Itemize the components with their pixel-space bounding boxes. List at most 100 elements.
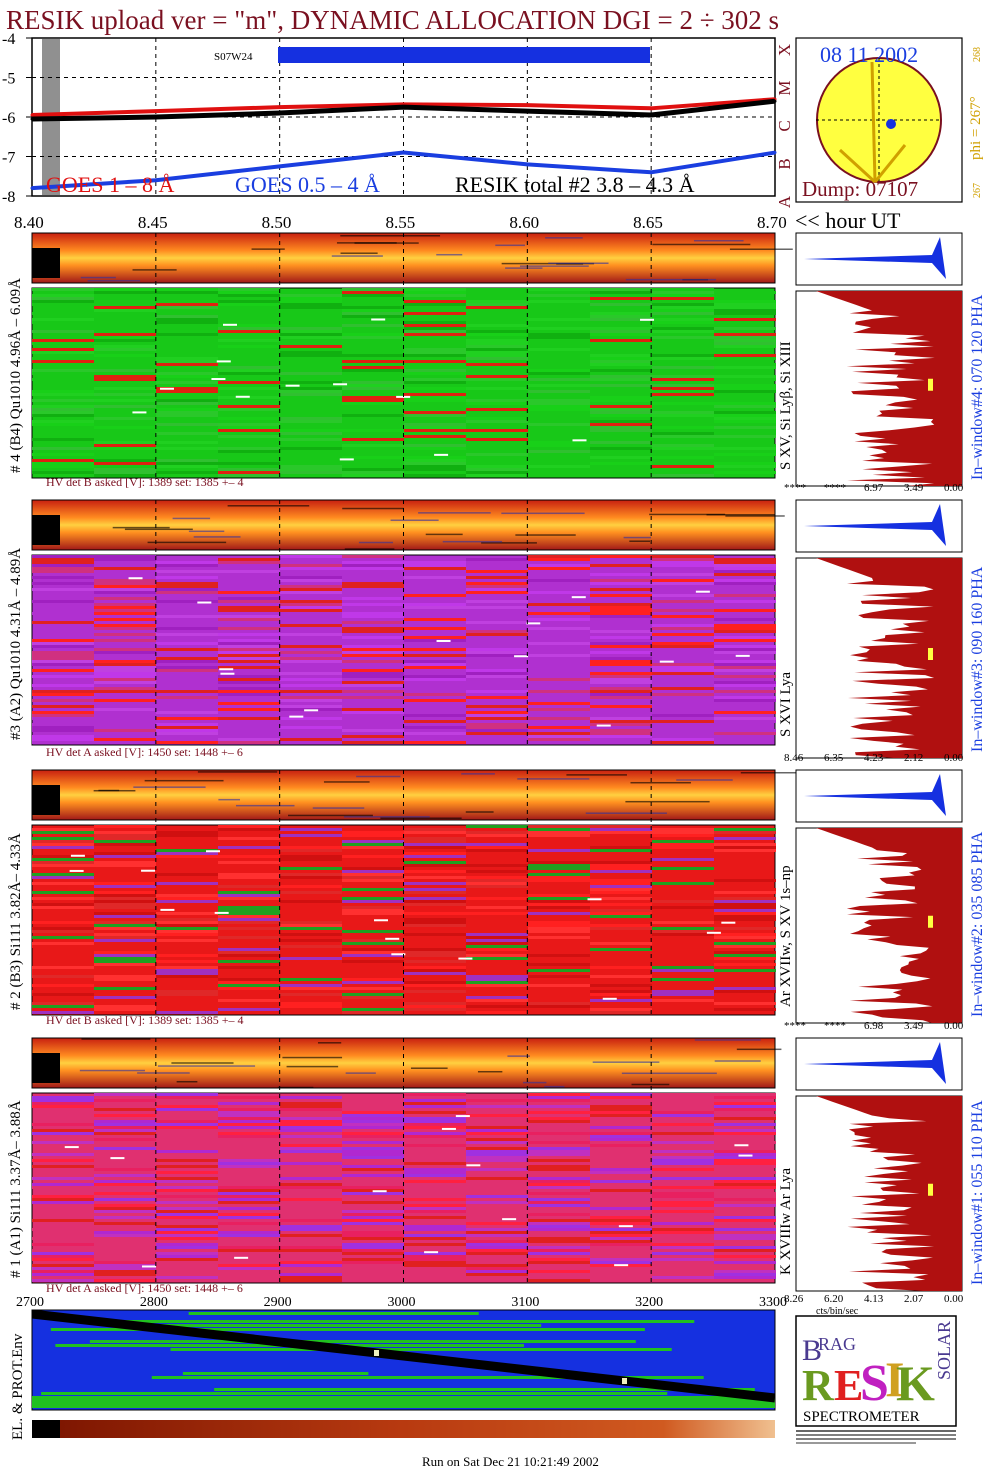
dump-number: Dump: 07107 bbox=[802, 177, 918, 201]
profile-xtick-label: **** bbox=[824, 1020, 846, 1032]
svg-text:R: R bbox=[802, 1361, 835, 1410]
goes-xtick-label: 8.65 bbox=[633, 213, 663, 232]
goes-ytick-label: -5 bbox=[2, 71, 15, 88]
goes-point bbox=[649, 106, 653, 110]
hv-label: HV det A asked [V]: 1450 set: 1448 +– 6 bbox=[46, 1281, 243, 1295]
goes-panel: S07W24 -4 -5 -6 -7 -8 GOES 1 – 8 Å GOES 0.5 … bbox=[2, 31, 901, 233]
pha-histogram-shape bbox=[804, 237, 946, 279]
profile-xtick-label: **** bbox=[824, 482, 846, 494]
phi-label: phi = 267° bbox=[968, 96, 984, 160]
logo-fine-print bbox=[796, 1430, 956, 1444]
goes-point bbox=[402, 105, 405, 109]
profile-xtick-label: 4.23 bbox=[864, 752, 884, 764]
page-title: RESIK upload ver = "m", DYNAMIC ALLOCATI… bbox=[6, 5, 779, 35]
bottom-xtick-label: 3200 bbox=[635, 1295, 663, 1310]
bottom-xtick-label: 3300 bbox=[759, 1295, 787, 1310]
goes-point bbox=[649, 113, 653, 117]
svg-text:K: K bbox=[896, 1355, 935, 1411]
hv-label: HV det B asked [V]: 1389 set: 1385 +– 4 bbox=[46, 1013, 244, 1027]
profile-xtick-label: 0.00 bbox=[944, 1020, 964, 1032]
window-3: HV det A asked [V]: 1450 set: 1448 +– 6 #… bbox=[8, 499, 986, 764]
window-left-label: # 4 (B4) Qu1010 4.96Å – 6.09Å bbox=[8, 278, 24, 473]
window-right-label: In–window#1: 055 110 PHA bbox=[969, 1100, 986, 1285]
particle-y-label: EL. & PROT.Env bbox=[10, 1333, 26, 1440]
hv-label: HV det B asked [V]: 1389 set: 1385 +– 4 bbox=[46, 475, 244, 489]
active-region-dot bbox=[886, 119, 896, 129]
profile-x-unit: cts/bin/sec bbox=[816, 1306, 859, 1317]
phi-small-a: 268 bbox=[972, 47, 983, 62]
goes-point bbox=[30, 186, 34, 190]
pha-histogram-shape bbox=[804, 1042, 946, 1084]
profile-xtick-label: 3.49 bbox=[904, 1020, 924, 1032]
profile-xtick-label: 6.35 bbox=[824, 752, 844, 764]
profile-xtick-label: 2.07 bbox=[904, 1293, 924, 1305]
strip-gap bbox=[32, 515, 60, 545]
goes-ytick-label: -6 bbox=[2, 110, 15, 127]
line-marker bbox=[928, 648, 933, 660]
goes-point bbox=[154, 109, 158, 113]
goes-xtick-label: 8.60 bbox=[509, 213, 539, 232]
profile-xtick-label: 0.00 bbox=[944, 482, 964, 494]
profile-xtick-label: 0.00 bbox=[944, 1293, 964, 1305]
goes-series bbox=[30, 97, 777, 191]
goes-class-letter: C bbox=[775, 120, 794, 131]
goes-class-letter: X bbox=[775, 44, 794, 56]
window-left-label: # 2 (B3) Si111 3.82Å– 4.33Å bbox=[8, 833, 24, 1010]
particle-panel: 2700 2800 2900 3000 3100 3200 3300 EL. & PROT.… bbox=[10, 1295, 787, 1440]
window-2: HV det B asked [V]: 1389 set: 1385 +– 4 #… bbox=[8, 769, 986, 1032]
goes-point bbox=[278, 111, 282, 115]
temperature-strip bbox=[32, 1420, 775, 1438]
window-1: HV det A asked [V]: 1450 set: 1448 +– 6 #… bbox=[8, 1037, 986, 1317]
goes-point bbox=[525, 162, 529, 166]
bottom-xtick-label: 2700 bbox=[16, 1295, 44, 1310]
window-line-label: K XVIIIw Ar Lya bbox=[778, 1168, 794, 1275]
window-right-label: In–window#4: 070 120 PHA bbox=[969, 294, 986, 480]
goes-ytick-label: -4 bbox=[2, 31, 15, 48]
spectral-windows: HV det B asked [V]: 1389 set: 1385 +– 4 #… bbox=[8, 232, 986, 1317]
profile-xtick-label: **** bbox=[784, 482, 806, 494]
goes-point bbox=[773, 151, 777, 155]
spectrum-profile bbox=[816, 1096, 962, 1291]
bottom-xtick-label: 3000 bbox=[388, 1295, 416, 1310]
profile-xtick-label: 6.98 bbox=[864, 1020, 884, 1032]
sun-date: 08 11 2002 bbox=[820, 42, 918, 67]
goes-xtick-label: 8.70 bbox=[757, 213, 787, 232]
logo-spectrometer: SPECTROMETER bbox=[803, 1409, 920, 1425]
profile-xtick-label: 0.00 bbox=[944, 752, 964, 764]
bottom-xtick-label: 3100 bbox=[511, 1295, 539, 1310]
window-4: HV det B asked [V]: 1389 set: 1385 +– 4 #… bbox=[8, 232, 986, 494]
goes-point bbox=[278, 105, 282, 109]
goes-point bbox=[154, 115, 158, 119]
goes-class-letter: A bbox=[775, 195, 794, 208]
svg-text:E: E bbox=[834, 1361, 863, 1410]
profile-xtick-label: 3.49 bbox=[904, 482, 924, 494]
goes-point bbox=[30, 113, 34, 117]
spectrum-profile bbox=[816, 291, 962, 486]
profile-xtick-label: 2.12 bbox=[904, 752, 923, 764]
profile-xtick-label: 6.97 bbox=[864, 482, 884, 494]
svg-text:RAG: RAG bbox=[818, 1334, 856, 1354]
spectrum-profile bbox=[816, 828, 962, 1023]
legend-resik: RESIK total #2 3.8 – 4.3 Å bbox=[455, 172, 695, 197]
window-left-label: # 1 (A1) Si111 3.37Å– 3.88Å bbox=[8, 1100, 24, 1278]
goes-xtick-label: 8.40 bbox=[14, 213, 44, 232]
bottom-xtick-label: 2800 bbox=[140, 1295, 168, 1310]
pha-histogram-shape bbox=[804, 504, 946, 546]
bottom-xtick-label: 2900 bbox=[264, 1295, 292, 1310]
window-line-label: S XVI Lya bbox=[778, 672, 794, 737]
window-right-label: In–window#3: 090 160 PHA bbox=[969, 566, 986, 752]
bottom-x-axis: 2700 2800 2900 3000 3100 3200 3300 bbox=[16, 1295, 787, 1310]
goes-class-letter: M bbox=[775, 80, 794, 95]
goes-x-axis: 8.40 8.45 8.50 8.55 8.60 8.65 8.70 bbox=[14, 213, 787, 232]
goes-ytick-label: -7 bbox=[2, 150, 15, 167]
active-region-bar bbox=[278, 47, 650, 63]
profile-xtick-label: 8.46 bbox=[784, 752, 804, 764]
active-region-label: S07W24 bbox=[214, 51, 253, 63]
line-marker bbox=[928, 1183, 933, 1196]
profile-xtick-label: **** bbox=[784, 1020, 806, 1032]
x-unit-label: << hour UT bbox=[795, 208, 901, 233]
strip-gap bbox=[32, 785, 60, 815]
goes-point bbox=[30, 117, 34, 121]
